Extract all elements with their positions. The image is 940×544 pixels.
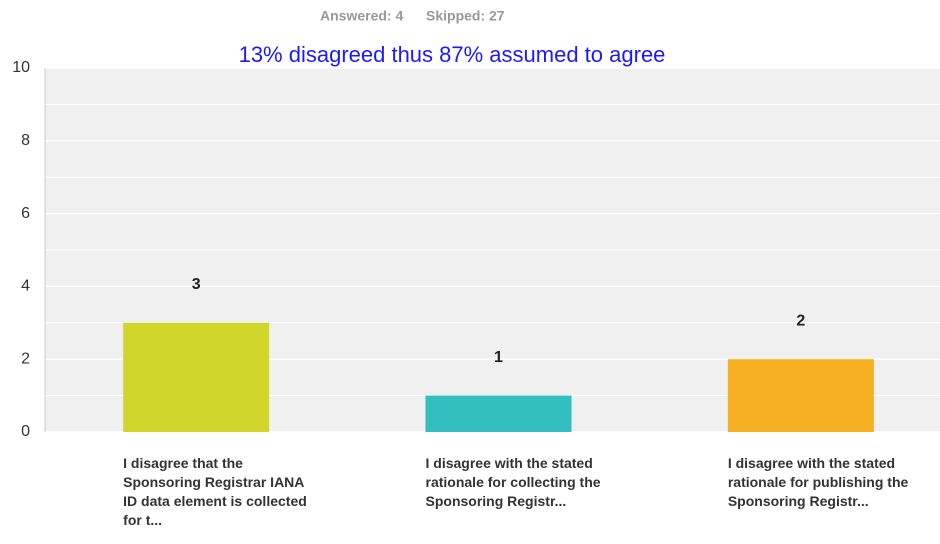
bar bbox=[123, 322, 270, 432]
data-label: 1 bbox=[494, 349, 503, 366]
y-tick-label: 0 bbox=[21, 423, 30, 440]
bar bbox=[425, 395, 572, 432]
y-tick-label: 6 bbox=[21, 205, 30, 222]
skipped: Skipped: 27 bbox=[426, 8, 505, 24]
y-tick-label: 2 bbox=[21, 350, 30, 367]
y-tick-label: 8 bbox=[21, 132, 30, 149]
data-label: 2 bbox=[796, 312, 805, 329]
x-tick-label: I disagree with the stated rationale for… bbox=[727, 455, 909, 509]
x-tick-label: I disagree with the stated rationale for… bbox=[425, 455, 601, 509]
annotation: 13% disagreed thus 87% assumed to agree bbox=[239, 42, 666, 67]
bar bbox=[727, 359, 874, 432]
x-tick-label: I disagree that the Sponsoring Registrar… bbox=[123, 455, 307, 528]
y-tick-label: 10 bbox=[12, 59, 30, 76]
answered: Answered: 4 bbox=[320, 8, 403, 24]
y-tick-label: 4 bbox=[21, 278, 30, 295]
data-label: 3 bbox=[192, 276, 201, 293]
